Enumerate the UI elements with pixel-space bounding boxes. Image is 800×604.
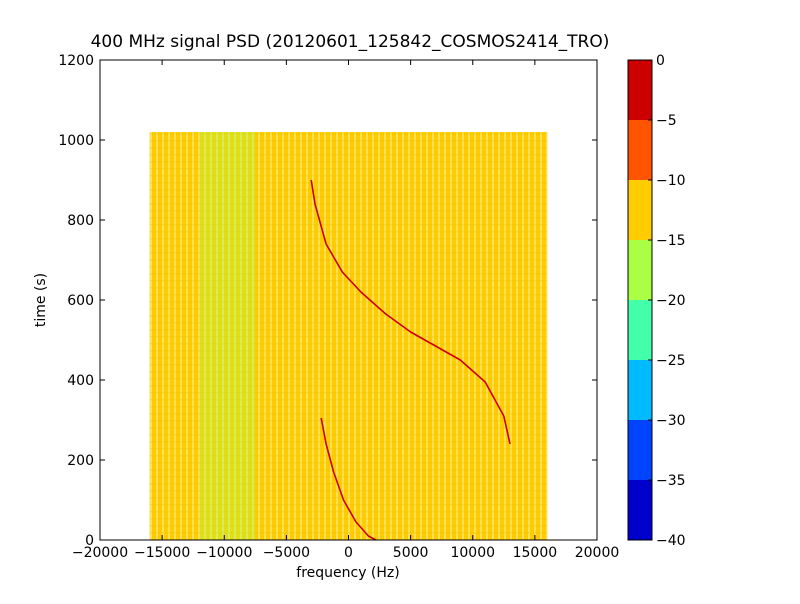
y-tick-label: 400 — [67, 373, 94, 389]
x-axis-label: frequency (Hz) — [296, 565, 399, 581]
x-tick-label: −20000 — [72, 545, 128, 561]
y-tick-label: 1000 — [58, 133, 94, 149]
x-tick-label: −10000 — [196, 545, 252, 561]
y-tick-label: 600 — [67, 293, 94, 309]
colorbar-tick-label: −10 — [656, 173, 686, 189]
colorbar-tick-label: −5 — [656, 113, 677, 129]
x-tick-label: 20000 — [575, 545, 620, 561]
colorbar-tick-label: −20 — [656, 293, 686, 309]
colorbar-bin — [628, 120, 652, 180]
y-tick-label: 800 — [67, 213, 94, 229]
colorbar-tick-label: 0 — [656, 53, 665, 69]
x-axis-ticks: −20000 −15000 −10000 −5000 0 5000 10000 15000 20… — [72, 60, 619, 561]
x-tick-label: −5000 — [263, 545, 310, 561]
colorbar-tick-label: −30 — [656, 413, 686, 429]
colorbar-tick-label: −40 — [656, 533, 686, 549]
plot-area — [149, 132, 548, 540]
colorbar-bin — [628, 180, 652, 240]
colorbar-bin — [628, 420, 652, 480]
signal-trace-1 — [310, 179, 511, 445]
y-tick-label: 0 — [85, 533, 94, 549]
x-tick-label: 15000 — [513, 545, 558, 561]
x-tick-label: 0 — [344, 545, 353, 561]
signal-trace-2 — [320, 417, 377, 540]
chart-title: 400 MHz signal PSD (20120601_125842_COSM… — [91, 32, 610, 52]
x-tick-label: −15000 — [134, 545, 190, 561]
heatmap-texture-horizontal — [149, 132, 548, 540]
colorbar-bin — [628, 240, 652, 300]
y-tick-label: 1200 — [58, 53, 94, 69]
x-tick-label: 10000 — [450, 545, 495, 561]
heatmap-low-band — [199, 132, 256, 540]
colorbar-tick-label: −35 — [656, 473, 686, 489]
colorbar: 0 −5 −10 −15 −20 −25 −30 −35 −40 — [627, 53, 686, 549]
colorbar-bin — [628, 360, 652, 420]
y-axis-ticks: 0 200 400 600 800 1000 1200 — [58, 53, 597, 549]
y-axis-label: time (s) — [33, 273, 49, 327]
colorbar-bin — [628, 300, 652, 360]
colorbar-bin — [628, 60, 652, 120]
x-tick-label: 5000 — [393, 545, 429, 561]
colorbar-bin — [628, 480, 652, 540]
y-tick-label: 200 — [67, 453, 94, 469]
colorbar-tick-label: −25 — [656, 353, 686, 369]
colorbar-tick-label: −15 — [656, 233, 686, 249]
